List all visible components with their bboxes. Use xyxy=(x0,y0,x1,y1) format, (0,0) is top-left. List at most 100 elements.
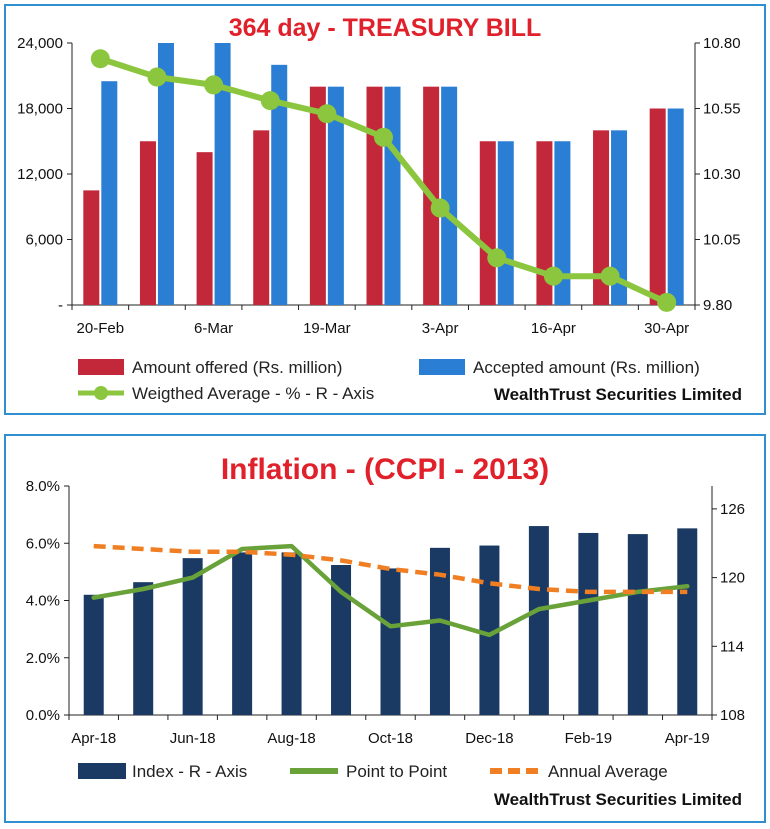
plot-area: 0.0% 2.0% 4.0% 6.0% 8.0% 108 114 120 126 Apr-18 Ju… xyxy=(26,478,745,747)
bar-amount-offered-rs-million xyxy=(139,141,156,305)
bar-accepted-amount-rs-million xyxy=(611,130,628,305)
line-marker xyxy=(204,75,224,95)
x-tick-label: Aug-18 xyxy=(267,730,315,747)
source-label: WealthTrust Securities Limited xyxy=(494,385,742,404)
legend-swatch-index xyxy=(78,763,126,779)
x-tick-label: Apr-18 xyxy=(71,730,116,747)
line-marker xyxy=(317,104,337,124)
bar-amount-offered-rs-million xyxy=(366,86,383,306)
y-left-tick-label: - xyxy=(58,297,63,314)
y-right-tick-label: 10.55 xyxy=(703,101,741,118)
legend-label-offered: Amount offered (Rs. million) xyxy=(132,358,342,377)
y-right-tick-label: 126 xyxy=(720,501,745,518)
y-right-tick-label: 10.80 xyxy=(703,35,741,52)
bar-amount-offered-rs-million xyxy=(196,152,213,305)
bar-amount-offered-rs-million xyxy=(83,190,100,305)
legend: Index - R - Axis Point to Point Annual A… xyxy=(78,762,668,781)
bar-index-r-axis xyxy=(331,565,352,715)
y-left-tick-label: 0.0% xyxy=(26,707,60,724)
line-marker xyxy=(374,127,393,147)
bar-amount-offered-rs-million xyxy=(309,86,326,306)
bar-accepted-amount-rs-million xyxy=(271,64,288,305)
treasury-bill-chart: 364 day - TREASURY BILL - 6,000 12,000 18,0… xyxy=(17,14,742,404)
legend-swatch-weighted-marker xyxy=(94,386,108,400)
bar-index-r-axis xyxy=(528,526,549,715)
line-weigthed-average-r-axis xyxy=(97,55,670,306)
plot-area: - 6,000 12,000 18,000 24,000 9.80 10.05 10.30 10… xyxy=(17,35,740,337)
x-tick-label: 30-Apr xyxy=(644,320,689,337)
y-left-tick-label: 2.0% xyxy=(26,650,60,667)
bar-index-r-axis xyxy=(627,534,648,715)
bar-index-r-axis xyxy=(281,552,302,715)
chart-title: 364 day - TREASURY BILL xyxy=(229,14,542,42)
x-tick-label: 19-Mar xyxy=(303,320,351,337)
y-right-tick-label: 120 xyxy=(720,570,745,587)
y-left-tick-label: 24,000 xyxy=(17,35,63,52)
x-tick-label: Feb-19 xyxy=(565,730,613,747)
bar-amount-offered-rs-million xyxy=(253,130,270,305)
bar-accepted-amount-rs-million xyxy=(327,86,344,306)
treasury-bill-panel: 364 day - TREASURY BILL - 6,000 12,000 18,0… xyxy=(4,4,766,415)
y-right-tick-label: 10.30 xyxy=(703,166,741,183)
inflation-panel: Inflation - (CCPI - 2013) 0.0% 2.0% 4.0% 6.… xyxy=(4,434,766,823)
legend: Amount offered (Rs. million) Accepted am… xyxy=(78,358,700,403)
line-marker xyxy=(430,198,450,218)
line-marker xyxy=(657,292,677,312)
legend-label-annual: Annual Average xyxy=(548,762,668,781)
bar-index-r-axis xyxy=(429,547,450,715)
legend-label-p2p: Point to Point xyxy=(346,762,447,781)
y-left-tick-label: 4.0% xyxy=(26,593,60,610)
y-left-tick-label: 12,000 xyxy=(17,166,63,183)
x-tick-label: 3-Apr xyxy=(422,320,459,337)
bar-index-r-axis xyxy=(83,594,104,715)
legend-swatch-offered xyxy=(78,359,124,375)
x-tick-label: 20-Feb xyxy=(77,320,125,337)
x-tick-label: Oct-18 xyxy=(368,730,413,747)
x-tick-label: Apr-19 xyxy=(665,730,710,747)
line-marker xyxy=(487,248,507,268)
bar-accepted-amount-rs-million xyxy=(101,81,118,305)
bar-index-r-axis xyxy=(133,582,154,715)
y-right-tick-label: 10.05 xyxy=(703,232,741,249)
y-right-tick-label: 114 xyxy=(720,638,744,655)
bar-accepted-amount-rs-million xyxy=(667,108,684,305)
line-annual-average xyxy=(93,543,688,595)
bar-amount-offered-rs-million xyxy=(649,108,666,305)
bar-accepted-amount-rs-million xyxy=(214,43,231,305)
y-left-tick-label: 6.0% xyxy=(26,535,60,552)
x-tick-label: Jun-18 xyxy=(170,730,216,747)
line-marker xyxy=(90,49,110,69)
bar-index-r-axis xyxy=(380,568,401,715)
line-marker xyxy=(600,266,620,286)
bar-accepted-amount-rs-million xyxy=(157,43,174,305)
bar-index-r-axis xyxy=(232,552,253,715)
y-left-tick-label: 6,000 xyxy=(25,232,63,249)
bar-index-r-axis xyxy=(182,558,203,715)
legend-label-weighted: Weigthed Average - % - R - Axis xyxy=(132,384,374,403)
bar-amount-offered-rs-million xyxy=(536,141,553,305)
bar-accepted-amount-rs-million xyxy=(441,86,458,306)
bar-index-r-axis xyxy=(677,528,698,715)
x-tick-label: 16-Apr xyxy=(531,320,576,337)
line-marker xyxy=(543,266,563,286)
bar-accepted-amount-rs-million xyxy=(384,86,401,306)
line-marker xyxy=(147,67,167,87)
x-tick-label: Dec-18 xyxy=(465,730,513,747)
source-label: WealthTrust Securities Limited xyxy=(494,790,742,809)
line-point-to-point xyxy=(91,543,690,638)
inflation-chart: Inflation - (CCPI - 2013) 0.0% 2.0% 4.0% 6.… xyxy=(26,453,745,809)
x-tick-label: 6-Mar xyxy=(194,320,233,337)
y-right-tick-label: 108 xyxy=(720,707,745,724)
bar-amount-offered-rs-million xyxy=(479,141,496,305)
bar-amount-offered-rs-million xyxy=(593,130,610,305)
line-marker xyxy=(260,91,280,111)
chart-title: Inflation - (CCPI - 2013) xyxy=(221,453,549,486)
bar-accepted-amount-rs-million xyxy=(554,141,571,305)
y-left-tick-label: 8.0% xyxy=(26,478,60,495)
legend-swatch-accepted xyxy=(419,359,465,375)
bar-index-r-axis xyxy=(479,545,500,715)
y-right-tick-label: 9.80 xyxy=(703,297,732,314)
legend-label-index: Index - R - Axis xyxy=(132,762,247,781)
bar-accepted-amount-rs-million xyxy=(497,141,514,305)
legend-label-accepted: Accepted amount (Rs. million) xyxy=(473,358,700,377)
